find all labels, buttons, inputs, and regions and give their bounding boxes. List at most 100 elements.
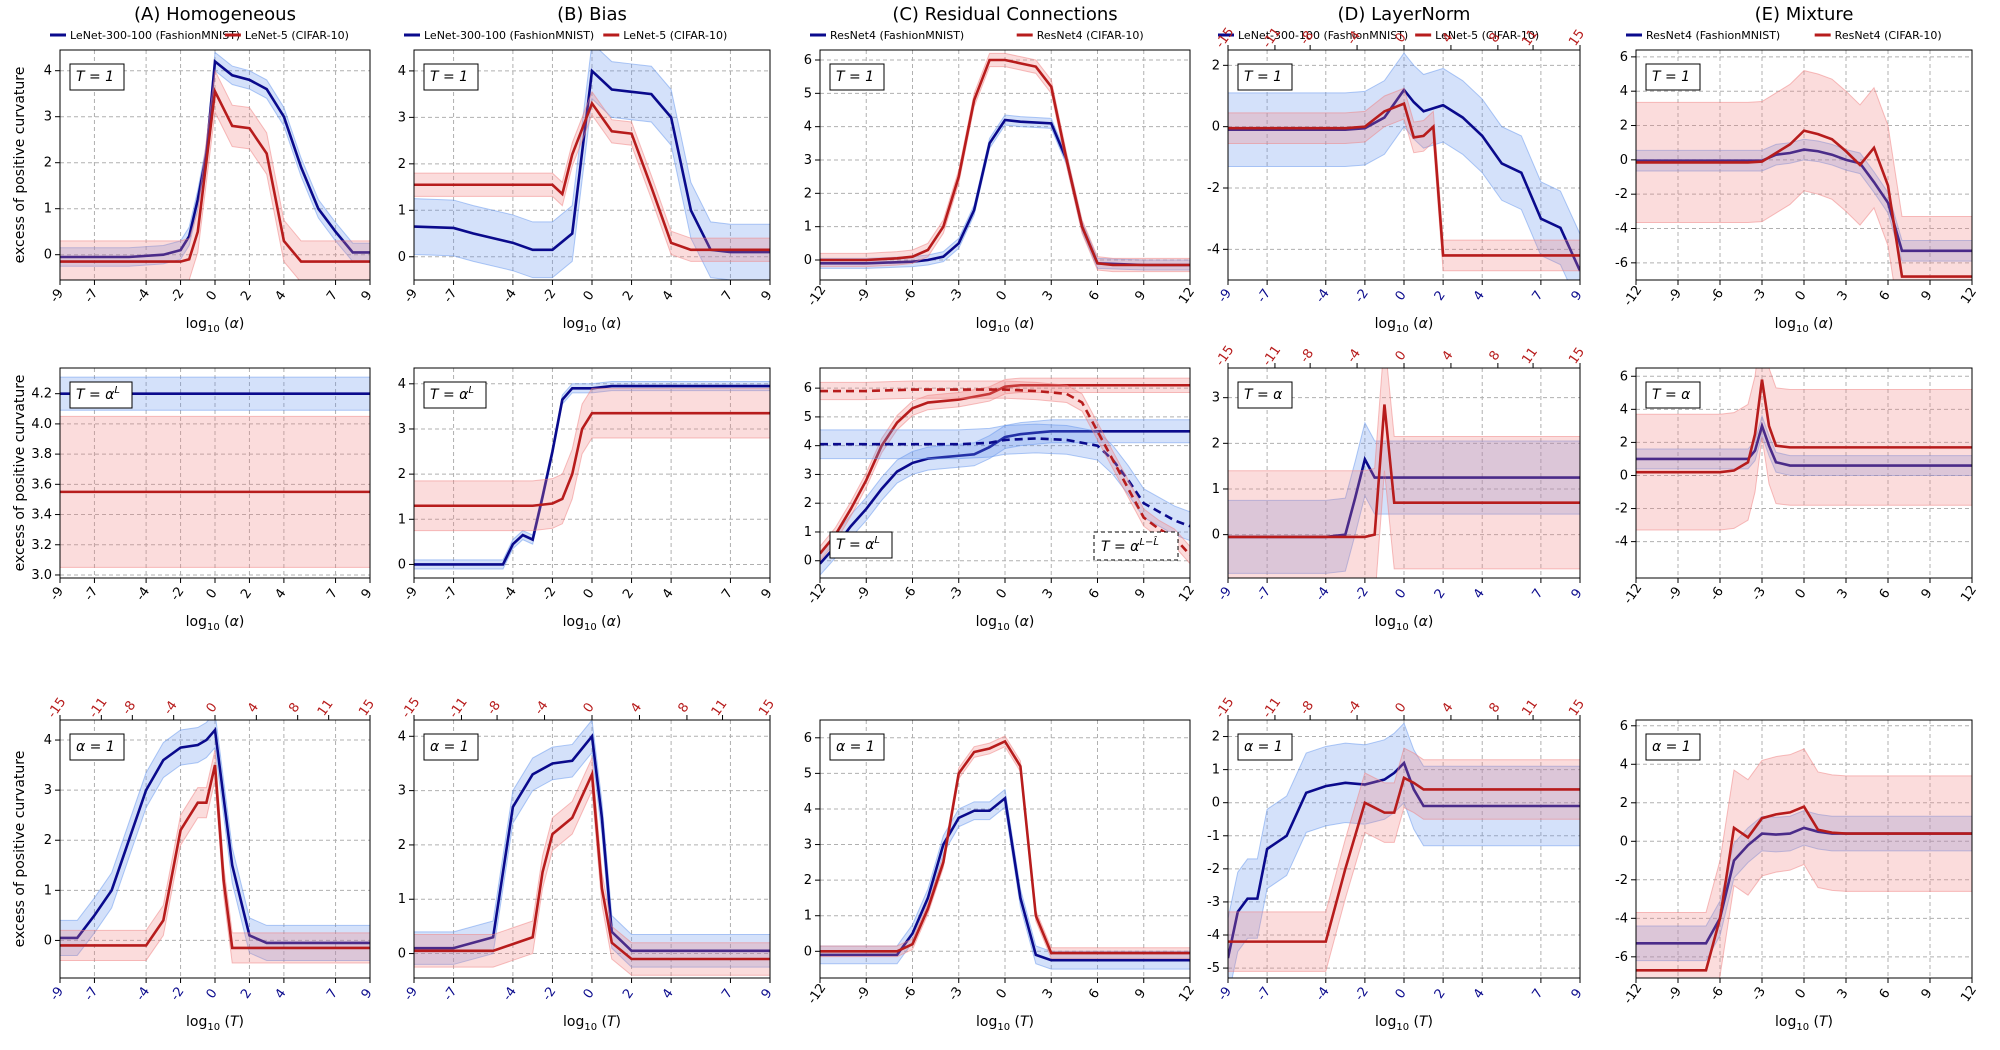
annotation-box: T = 1	[69, 63, 125, 91]
confidence-band	[414, 756, 770, 976]
series-line-red	[1228, 776, 1580, 943]
x-tick-label: 4	[1471, 986, 1488, 1001]
x-tick-label: 0	[1393, 586, 1410, 601]
y-tick-label: 2	[1212, 58, 1220, 73]
annotation-frame	[1237, 63, 1293, 91]
subplot-A2: 3.0 3.2 3.4 3.6 3.8 4.0 4.2 -9 -7 -4 -2 0 2 4 7 9 log10 …	[31, 367, 376, 633]
series-line-red	[60, 764, 370, 950]
y-tick-label: 1	[398, 892, 406, 907]
top-x-tick-label: -8	[1297, 346, 1317, 365]
x-tick-label: 6	[1086, 586, 1103, 601]
y-tick-label: 4	[1620, 757, 1628, 772]
top-x-tick-label: 0	[1393, 700, 1410, 715]
annotation-frame	[829, 733, 885, 761]
series-line-blue	[1228, 760, 1580, 959]
x-tick-label: -6	[900, 984, 920, 1003]
x-tick-label: -12	[805, 981, 829, 1007]
column-title: (C) Residual Connections	[892, 4, 1117, 25]
annotation-frame	[1645, 381, 1701, 409]
y-tick-label: 6	[804, 53, 812, 68]
x-tick-label: 0	[1393, 986, 1410, 1001]
legend-entry: LeNet-5 (CIFAR-10)	[1435, 29, 1539, 42]
y-tick-label: 0	[44, 933, 52, 948]
y-tick-label: 2	[398, 467, 406, 482]
x-axis-label: log10 (α)	[1775, 316, 1834, 335]
series-line-red	[820, 58, 1190, 267]
x-tick-label: -2	[540, 584, 560, 603]
x-axis-label: log10 (α)	[563, 316, 622, 335]
top-x-tick-label: 0	[1393, 348, 1410, 363]
x-tick-label: 9	[1919, 586, 1936, 601]
x-tick-label: -3	[1749, 286, 1769, 305]
x-tick-label: -7	[82, 286, 102, 305]
subplot-A1: 0 1 2 3 4 -9 -7 -4 -2 0 2 4 7 9 log10 (α) T = 1	[44, 49, 376, 335]
annotation-box: T = α	[1645, 381, 1701, 409]
y-tick-label: 0	[398, 250, 406, 265]
series-line-blue	[1636, 421, 1972, 467]
confidence-band	[1228, 747, 1580, 972]
top-x-tick-label: -4	[532, 698, 552, 717]
confidence-band	[60, 749, 370, 964]
x-axis-label: log10 (T)	[186, 1014, 244, 1033]
y-tick-label: 1	[804, 909, 812, 924]
subplot-E1: -6 -4 -2 0 2 4 6 -12 -9 -6 -3 0 3 6 9 12 log10 (α) T = 1	[1615, 49, 1980, 335]
x-tick-label: -3	[946, 984, 966, 1003]
series-line-red	[414, 411, 770, 508]
y-tick-label: 1	[1212, 763, 1220, 778]
annotation-box: α = 1	[1645, 733, 1701, 761]
confidence-band	[820, 423, 1190, 542]
y-tick-label: 3	[398, 110, 406, 125]
x-tick-label: -9	[401, 584, 421, 603]
annotation-frame	[829, 63, 885, 91]
annotation-frame	[829, 531, 893, 559]
legend-entry: ResNet4 (FashionMNIST)	[1646, 29, 1780, 42]
series-line-red	[60, 86, 370, 263]
annotation-box: α = 1	[829, 733, 885, 761]
x-tick-label: 4	[273, 586, 290, 601]
annotation-frame	[69, 733, 125, 761]
y-tick-label: 5	[804, 86, 812, 101]
y-tick-label: 2	[1620, 119, 1628, 134]
annotation-text: α = 1	[836, 739, 875, 755]
subplot-B2: 0 1 2 3 4 -9 -7 -4 -2 0 2 4 7 9 log10 (α) T = αL	[398, 367, 776, 633]
x-tick-label: -4	[1313, 584, 1333, 603]
x-tick-label: 4	[1471, 288, 1488, 303]
y-tick-label: 0	[1212, 528, 1220, 543]
x-tick-label: 4	[273, 986, 290, 1001]
x-tick-label: 9	[1132, 288, 1149, 303]
x-axis-label: log10 (α)	[186, 614, 245, 633]
y-tick-label: 1	[1212, 482, 1220, 497]
y-tick-label: 6	[1620, 50, 1628, 65]
series-line-red	[1636, 129, 1972, 278]
y-tick-label: 0	[804, 554, 812, 569]
y-tick-label: -6	[1615, 256, 1628, 271]
x-tick-label: 9	[1132, 586, 1149, 601]
x-tick-label: 2	[238, 288, 255, 303]
x-tick-label: 0	[581, 288, 598, 303]
x-tick-label: 7	[719, 586, 736, 601]
top-x-tick-label: -11	[446, 695, 470, 721]
legend-entry: LeNet-5 (CIFAR-10)	[623, 29, 727, 42]
annotation-text: T = αL	[76, 385, 120, 403]
top-x-tick-label: -15	[45, 695, 69, 721]
series-line-blue	[820, 795, 1190, 962]
top-x-tick-label: 0	[204, 700, 221, 715]
x-tick-label: -12	[805, 581, 829, 607]
x-tick-label: 12	[1958, 983, 1980, 1005]
x-tick-label: -9	[1215, 286, 1235, 305]
x-tick-label: -2	[168, 984, 188, 1003]
series-line-red	[414, 100, 770, 252]
confidence-band	[60, 68, 370, 280]
x-tick-label: -9	[47, 286, 67, 305]
confidence-band	[1228, 87, 1580, 272]
top-x-tick-label: 15	[1566, 345, 1588, 367]
top-x-tick-label: 8	[1486, 348, 1503, 363]
y-tick-label: 0	[44, 248, 52, 263]
y-tick-label: -6	[1615, 950, 1628, 965]
confidence-band	[1228, 722, 1580, 978]
y-tick-label: 3.8	[31, 447, 52, 462]
annotation-box: α = 1	[69, 733, 125, 761]
legend-entry: LeNet-300-100 (FashionMNIST)	[1238, 29, 1408, 42]
y-tick-label: 1	[398, 512, 406, 527]
x-tick-label: -9	[854, 584, 874, 603]
